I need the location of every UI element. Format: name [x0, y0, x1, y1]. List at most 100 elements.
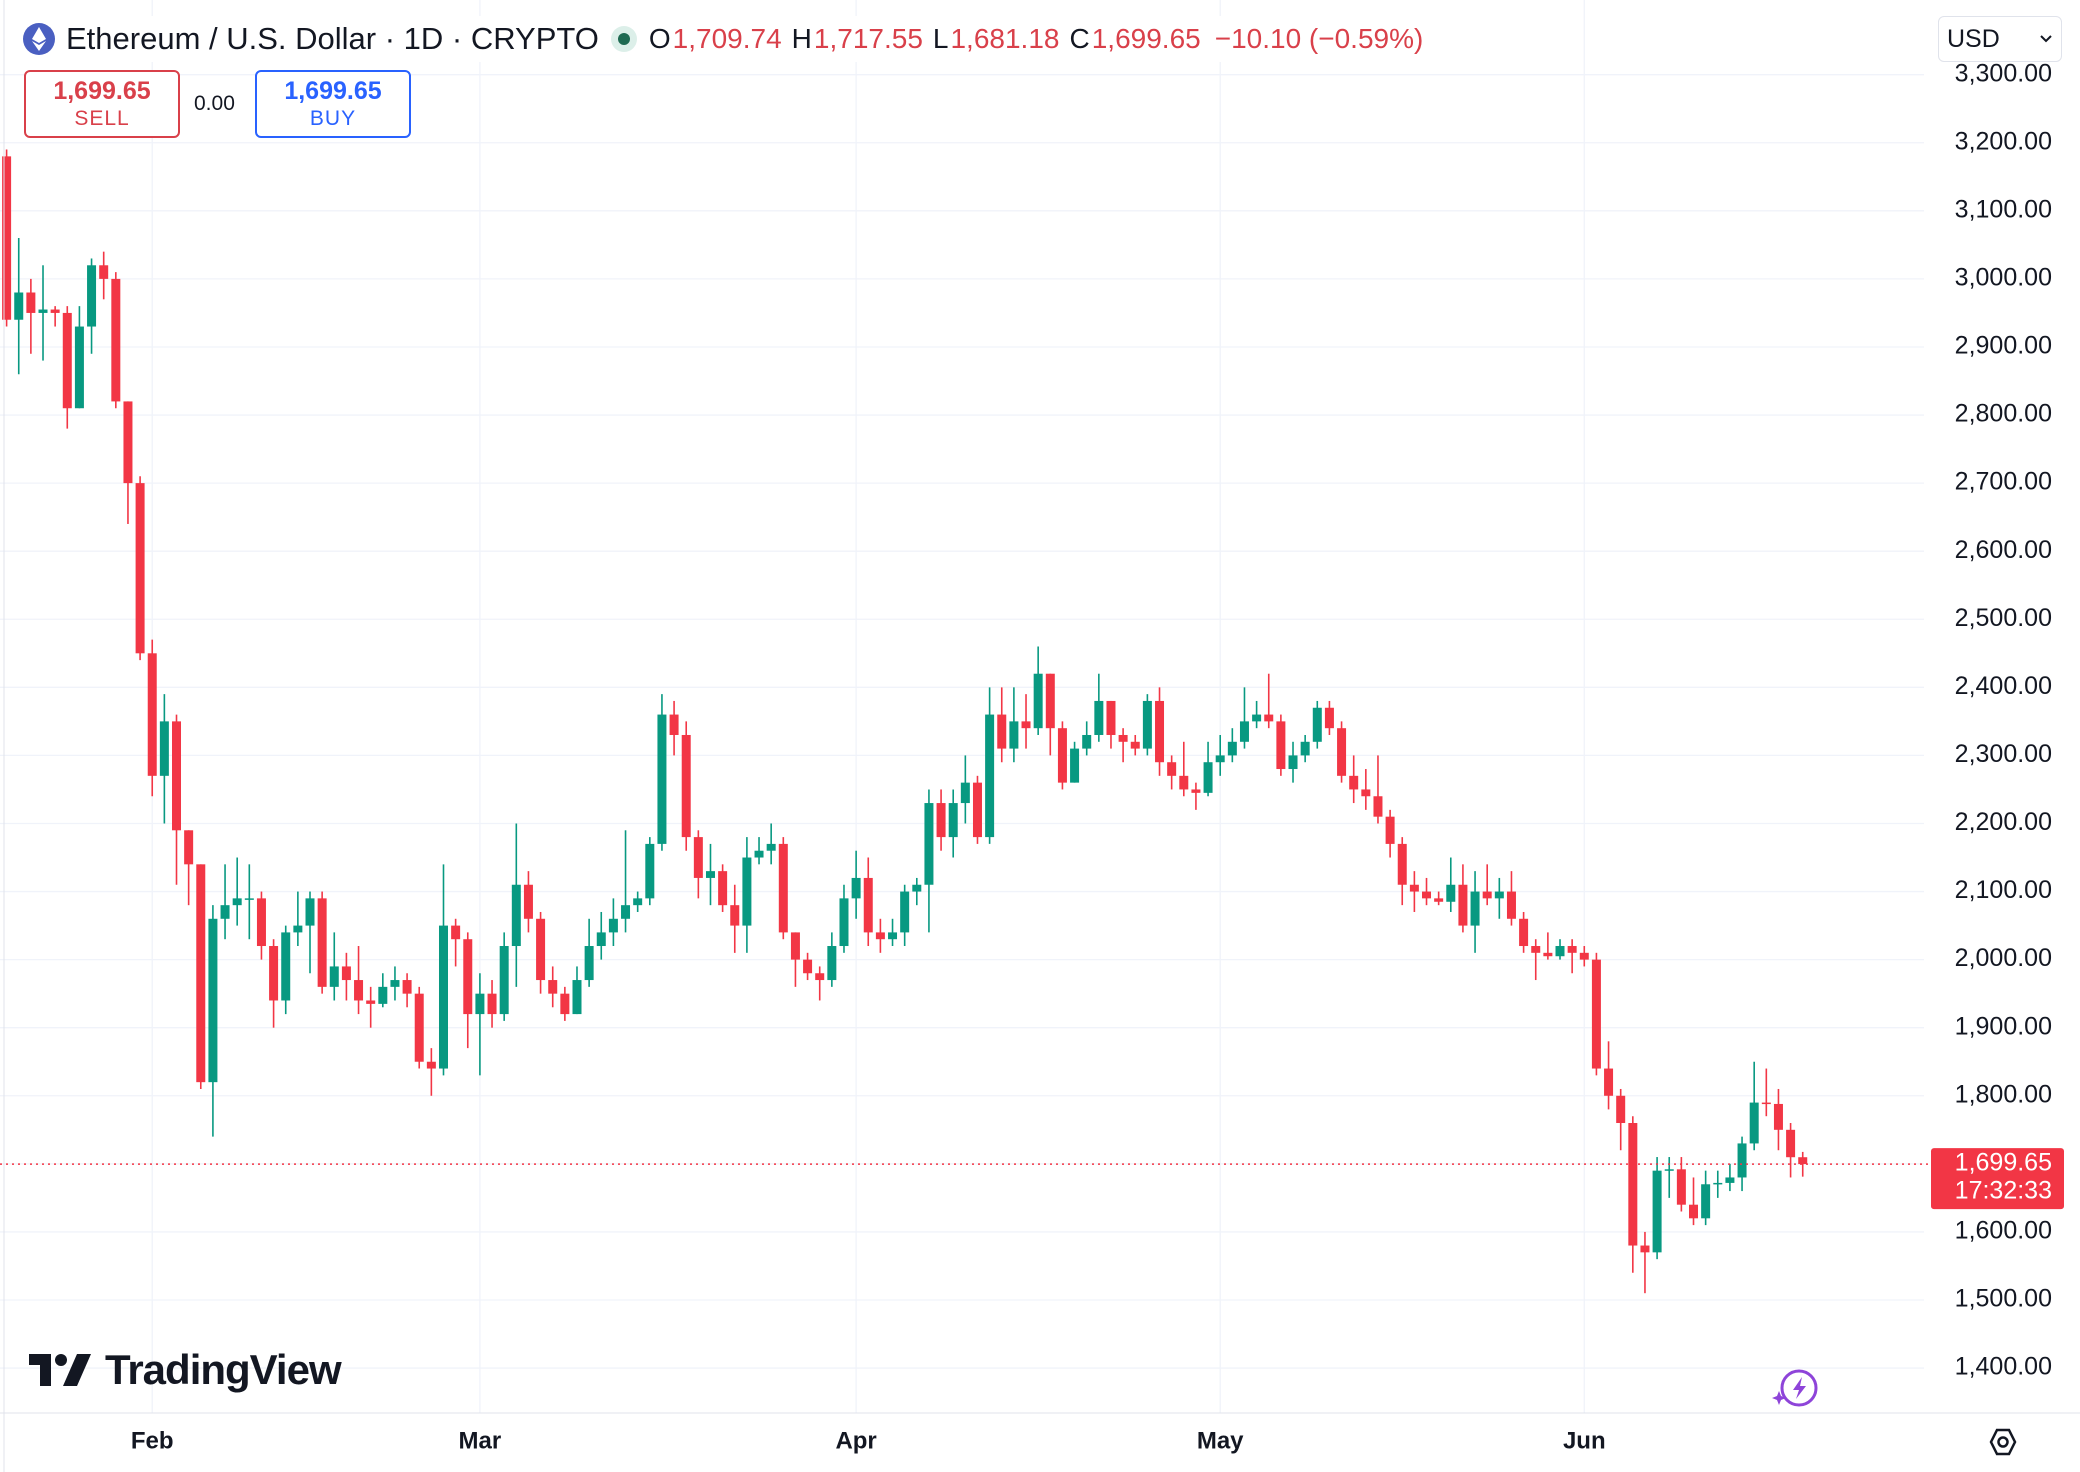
candle-body — [633, 898, 643, 906]
candle-body — [426, 1061, 436, 1069]
candle-body — [196, 864, 206, 1083]
candle-body — [50, 309, 60, 313]
candle-body — [1689, 1204, 1699, 1219]
buy-label: BUY — [309, 107, 357, 130]
candle-body — [803, 959, 813, 974]
ohlc-value: 1,709.74 — [672, 23, 782, 54]
brand-name: TradingView — [105, 1346, 342, 1393]
candle-body — [135, 483, 145, 654]
candle-body — [402, 980, 412, 994]
y-tick-label: 1,600.00 — [1955, 1217, 2052, 1245]
candle-body — [256, 898, 266, 947]
candle-body — [123, 401, 133, 484]
candle-body — [1555, 946, 1565, 957]
currency-label: USD — [1947, 24, 2000, 53]
candle-body — [839, 898, 849, 947]
last-price-label: 1,699.65 — [1955, 1149, 2052, 1177]
candle-body — [1130, 741, 1140, 749]
y-tick-label: 3,200.00 — [1955, 127, 2052, 155]
candle-body — [1506, 891, 1516, 919]
sell-button[interactable]: 1,699.65 SELL — [24, 70, 180, 138]
candle-body — [38, 309, 48, 313]
y-tick-label: 1,900.00 — [1955, 1012, 2052, 1040]
candle-body — [1179, 775, 1189, 790]
candle-body — [705, 871, 715, 878]
candle-body — [1337, 728, 1347, 776]
candle-body — [730, 905, 740, 926]
candle-body — [390, 980, 400, 987]
candle-body — [111, 278, 121, 402]
candle-body — [1531, 946, 1541, 953]
candle-body — [1446, 884, 1456, 902]
zap-icon[interactable] — [1772, 1369, 1818, 1407]
currency-select[interactable]: USD — [1938, 16, 2062, 62]
brand-logo[interactable]: TradingView — [29, 1346, 342, 1394]
candle-body — [1470, 891, 1480, 926]
candle-body — [1737, 1143, 1747, 1178]
eth-icon-glyph — [32, 27, 46, 51]
candle-body — [1591, 959, 1601, 1069]
settings-icon[interactable] — [1989, 1428, 2017, 1456]
y-tick-label: 2,600.00 — [1955, 536, 2052, 564]
buy-button[interactable]: 1,699.65 BUY — [255, 70, 411, 138]
candle-body — [1167, 762, 1177, 776]
candle-body — [1203, 762, 1213, 793]
candle-body — [475, 993, 485, 1015]
settings-hex — [1989, 1428, 2017, 1456]
candle-body — [1786, 1129, 1796, 1158]
candle-body — [754, 850, 764, 858]
price-change: −10.10 (−0.59%) — [1214, 23, 1424, 54]
candle-body — [463, 939, 473, 1015]
candle-body — [1397, 843, 1407, 885]
candle-body — [827, 946, 837, 981]
candle-body — [159, 721, 169, 776]
candle-body — [912, 884, 922, 892]
brand-mark — [29, 1354, 91, 1386]
candle-body — [1567, 946, 1577, 953]
candle-body — [208, 918, 218, 1083]
candle-body — [1385, 816, 1395, 844]
candle-body — [1604, 1068, 1614, 1096]
candle-body — [900, 891, 910, 933]
candle-body — [1713, 1182, 1723, 1185]
candle-body — [621, 905, 631, 919]
candle-body — [244, 898, 254, 900]
y-tick-label: 2,200.00 — [1955, 808, 2052, 836]
candle-body — [766, 843, 776, 851]
x-tick-label: Jun — [1563, 1427, 1606, 1454]
candle-body — [1652, 1170, 1662, 1253]
brand-mark-v — [63, 1354, 91, 1386]
candle-body — [1482, 891, 1492, 899]
zap-bolt — [1793, 1377, 1806, 1399]
candle-body — [1252, 714, 1262, 722]
sell-price: 1,699.65 — [53, 77, 151, 105]
candle-body — [560, 993, 570, 1015]
symbol-title[interactable]: Ethereum / U.S. Dollar · 1D · CRYPTO — [66, 21, 599, 56]
eth-icon — [23, 23, 55, 55]
candle-body — [657, 714, 667, 844]
candle-body — [414, 993, 424, 1062]
candle-body — [1288, 755, 1298, 770]
ohlc-item: C1,699.65 — [1069, 23, 1200, 55]
candle-body — [936, 803, 946, 838]
y-tick-label: 3,300.00 — [1955, 59, 2052, 87]
zap-ring — [1780, 1369, 1818, 1407]
spread: 0.00 — [194, 92, 235, 115]
candle-body — [778, 843, 788, 933]
candle-body — [1640, 1245, 1650, 1253]
candle-body — [1725, 1177, 1735, 1183]
candle-body — [172, 721, 182, 831]
candle-body — [997, 714, 1007, 749]
candle-body — [487, 993, 497, 1015]
candle-body — [1616, 1095, 1626, 1124]
y-tick-label: 2,900.00 — [1955, 332, 2052, 360]
candle-body — [451, 925, 461, 940]
ohlc-value: 1,717.55 — [813, 23, 923, 54]
candle-body — [26, 292, 36, 313]
candle-body — [220, 905, 230, 919]
caret-path — [2040, 35, 2052, 43]
market-status[interactable] — [609, 24, 639, 54]
brand-mark-t — [29, 1354, 51, 1386]
candle-body — [1749, 1102, 1759, 1144]
